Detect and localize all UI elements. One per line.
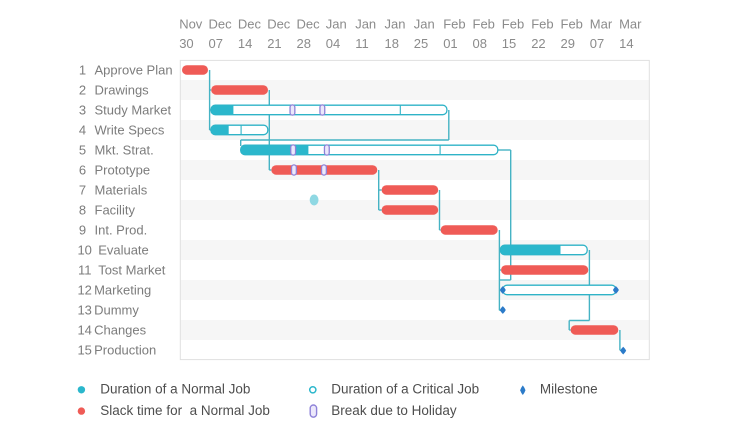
svg-text:Approve Plan: Approve Plan <box>95 63 173 78</box>
svg-text:01: 01 <box>443 36 457 51</box>
svg-text:Feb: Feb <box>502 17 524 32</box>
svg-text:Write Specs: Write Specs <box>95 123 165 138</box>
svg-text:14: 14 <box>77 323 91 338</box>
svg-text:Drawings: Drawings <box>95 83 150 98</box>
svg-text:28: 28 <box>297 36 311 51</box>
svg-text:Dummy: Dummy <box>94 303 139 318</box>
svg-text:2: 2 <box>79 83 86 98</box>
svg-text:1: 1 <box>79 63 86 78</box>
svg-text:30: 30 <box>179 36 193 51</box>
svg-text:11: 11 <box>355 36 369 51</box>
svg-text:Duration of a Normal Job: Duration of a Normal Job <box>100 382 250 397</box>
svg-text:4: 4 <box>79 123 86 138</box>
svg-text:8: 8 <box>79 203 86 218</box>
svg-text:Dec: Dec <box>238 17 262 32</box>
svg-text:Changes: Changes <box>94 323 147 338</box>
svg-text:Feb: Feb <box>473 17 495 32</box>
svg-text:Mkt. Strat.: Mkt. Strat. <box>95 143 154 158</box>
svg-text:Production: Production <box>94 343 156 358</box>
svg-text:18: 18 <box>385 36 399 51</box>
svg-text:Jan: Jan <box>385 17 406 32</box>
svg-text:22: 22 <box>531 36 545 51</box>
svg-text:12: 12 <box>77 283 91 298</box>
svg-text:3: 3 <box>79 103 86 118</box>
svg-text:Materials: Materials <box>95 183 148 198</box>
svg-text:5: 5 <box>79 143 86 158</box>
svg-text:11: 11 <box>78 263 92 278</box>
svg-text:15: 15 <box>502 36 516 51</box>
svg-text:10: 10 <box>77 243 91 258</box>
svg-text:Tost Market: Tost Market <box>98 263 166 278</box>
svg-text:Study Market: Study Market <box>95 103 172 118</box>
svg-text:Evaluate: Evaluate <box>98 243 149 258</box>
svg-text:Facility: Facility <box>95 203 136 218</box>
svg-text:9: 9 <box>79 223 86 238</box>
svg-text:15: 15 <box>77 343 91 358</box>
svg-text:Prototype: Prototype <box>95 163 151 178</box>
svg-text:13: 13 <box>77 303 91 318</box>
svg-text:14: 14 <box>238 36 252 51</box>
svg-text:Milestone: Milestone <box>540 382 598 397</box>
svg-text:6: 6 <box>79 163 86 178</box>
svg-text:Slack time for a Normal Job: Slack time for a Normal Job <box>100 403 270 418</box>
svg-text:21: 21 <box>267 36 281 51</box>
svg-text:Dec: Dec <box>267 17 291 32</box>
svg-text:29: 29 <box>561 36 575 51</box>
svg-text:Feb: Feb <box>531 17 553 32</box>
svg-text:Feb: Feb <box>561 17 583 32</box>
svg-text:08: 08 <box>473 36 487 51</box>
svg-text:Duration of a Critical Job: Duration of a Critical Job <box>331 382 479 397</box>
svg-text:25: 25 <box>414 36 428 51</box>
svg-text:Dec: Dec <box>209 17 233 32</box>
svg-text:Marketing: Marketing <box>94 283 151 298</box>
svg-text:Mar: Mar <box>590 17 613 32</box>
svg-text:Mar: Mar <box>619 17 642 32</box>
svg-text:Feb: Feb <box>443 17 465 32</box>
svg-text:7: 7 <box>79 183 86 198</box>
svg-text:04: 04 <box>326 36 340 51</box>
svg-text:Jan: Jan <box>355 17 376 32</box>
svg-text:14: 14 <box>619 36 633 51</box>
svg-text:Dec: Dec <box>297 17 321 32</box>
svg-text:Jan: Jan <box>326 17 347 32</box>
svg-text:Int. Prod.: Int. Prod. <box>95 223 148 238</box>
svg-text:07: 07 <box>590 36 604 51</box>
svg-text:07: 07 <box>209 36 223 51</box>
svg-text:Break due to Holiday: Break due to Holiday <box>331 403 457 418</box>
svg-text:Nov: Nov <box>179 17 203 32</box>
svg-text:Jan: Jan <box>414 17 435 32</box>
